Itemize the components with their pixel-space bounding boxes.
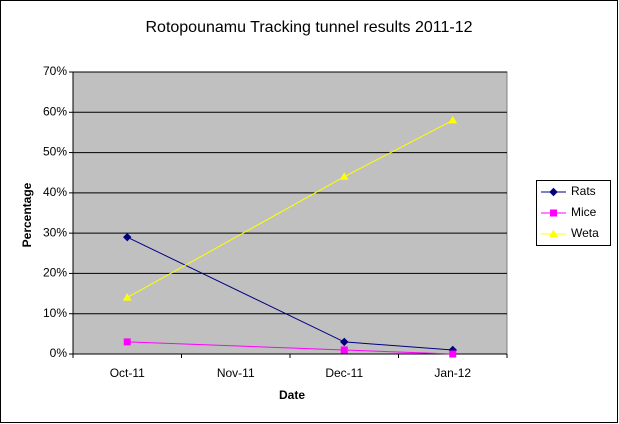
chart-title: Rotopounamu Tracking tunnel results 2011… bbox=[145, 19, 472, 36]
marker bbox=[123, 338, 131, 346]
legend-label: Mice bbox=[571, 205, 597, 219]
y-tick-label: 0% bbox=[50, 346, 68, 360]
y-axis-label: Percentage bbox=[20, 182, 34, 247]
y-tick-label: 10% bbox=[43, 306, 67, 320]
y-tick-label: 70% bbox=[43, 64, 67, 78]
x-tick-label: Dec-11 bbox=[325, 366, 363, 380]
x-axis-label: Date bbox=[279, 388, 305, 402]
marker bbox=[340, 346, 348, 354]
legend-label: Weta bbox=[571, 226, 599, 240]
x-tick-label: Jan-12 bbox=[434, 366, 471, 380]
marker bbox=[549, 229, 558, 237]
plot-area bbox=[72, 71, 508, 355]
marker bbox=[340, 337, 349, 347]
marker bbox=[550, 209, 557, 217]
marker bbox=[123, 232, 132, 242]
x-tick-label: Oct-11 bbox=[110, 366, 145, 380]
marker bbox=[449, 350, 457, 358]
y-tick-label: 60% bbox=[43, 104, 67, 118]
marker bbox=[339, 172, 349, 180]
y-tick-label: 20% bbox=[43, 266, 67, 280]
legend-label: Rats bbox=[571, 184, 596, 198]
marker bbox=[549, 187, 558, 197]
marker bbox=[122, 293, 132, 301]
marker bbox=[448, 115, 458, 124]
y-tick-label: 40% bbox=[43, 185, 67, 199]
y-tick-label: 30% bbox=[43, 225, 67, 239]
x-tick-label: Nov-11 bbox=[217, 366, 255, 380]
y-tick-label: 50% bbox=[43, 145, 67, 159]
